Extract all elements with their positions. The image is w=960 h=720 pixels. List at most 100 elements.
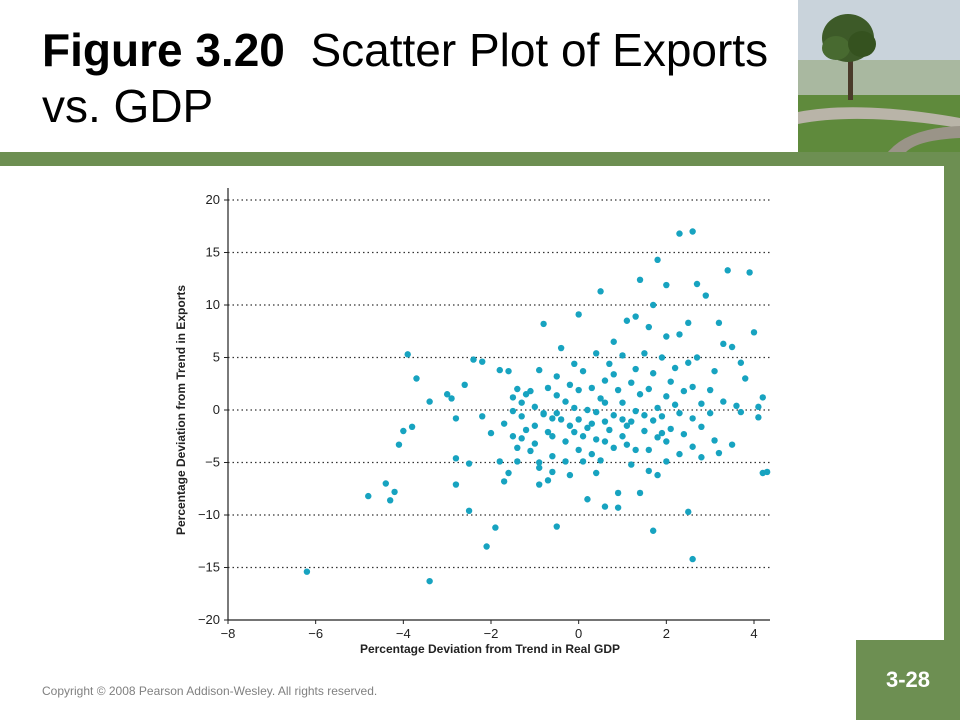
scatter-point xyxy=(487,429,495,437)
scatter-point xyxy=(479,413,486,420)
scatter-point xyxy=(693,280,701,288)
slide-number: 3-28 xyxy=(885,667,931,692)
scatter-point xyxy=(676,450,683,458)
scatter-point xyxy=(496,458,503,465)
scatter-point xyxy=(601,377,609,384)
scatter-point xyxy=(619,399,626,406)
scatter-point xyxy=(720,340,727,348)
scatter-point xyxy=(676,409,683,417)
scatter-point xyxy=(610,444,617,451)
scatter-point xyxy=(448,395,455,402)
scatter-point xyxy=(500,420,508,427)
scatter-point xyxy=(597,288,604,295)
scatter-point xyxy=(518,435,525,442)
scatter-point xyxy=(593,408,600,416)
scatter-point xyxy=(553,373,560,380)
scatter-point xyxy=(518,413,525,420)
scatter-point xyxy=(623,441,631,448)
scatter-point xyxy=(531,403,539,411)
scatter-point xyxy=(654,471,661,479)
scatter-point xyxy=(483,543,490,550)
scatter-point xyxy=(658,413,666,420)
scatter-point xyxy=(470,356,477,363)
scatter-point xyxy=(755,403,762,411)
slide-number-badge: 3-28 xyxy=(856,640,960,720)
scatter-point xyxy=(571,360,578,367)
scatter-point xyxy=(601,418,609,425)
scatter-point xyxy=(579,433,587,440)
scatter-point xyxy=(593,469,600,477)
scatter-point xyxy=(584,406,591,414)
scatter-point xyxy=(536,464,543,471)
scatter-point xyxy=(452,481,460,488)
scatter-point xyxy=(531,440,539,447)
scatter-point xyxy=(706,386,714,394)
x-tick-label: 0 xyxy=(575,626,582,641)
scatter-point xyxy=(636,489,644,497)
x-axis-label: Percentage Deviation from Trend in Real … xyxy=(360,642,620,656)
scatter-point xyxy=(711,367,718,375)
scatter-point xyxy=(492,524,499,531)
scatter-point xyxy=(649,301,657,309)
y-tick-label: 20 xyxy=(206,192,220,207)
scatter-point xyxy=(575,386,582,394)
scatter-point xyxy=(750,329,758,336)
scatter-point xyxy=(680,430,688,438)
y-tick-label: −15 xyxy=(198,560,220,575)
scatter-point xyxy=(426,398,433,405)
scatter-point xyxy=(597,395,604,402)
y-tick-label: 15 xyxy=(206,245,220,260)
scatter-point xyxy=(540,409,547,417)
scatter-point xyxy=(702,292,709,299)
scatter-point xyxy=(386,497,394,504)
scatter-point xyxy=(395,441,403,448)
scatter-point xyxy=(715,319,723,327)
scatter-point xyxy=(549,453,556,460)
scatter-point xyxy=(671,401,679,408)
scatter-point xyxy=(663,281,670,289)
scatter-point xyxy=(663,333,670,340)
scatter-point xyxy=(553,392,560,399)
data-points xyxy=(303,228,771,585)
scatter-point xyxy=(505,367,512,375)
x-tick-label: −2 xyxy=(484,626,499,641)
scatter-point xyxy=(689,383,696,391)
scatter-point xyxy=(676,331,683,338)
scatter-point xyxy=(632,446,639,454)
scatter-point xyxy=(404,351,411,358)
scatter-point xyxy=(509,433,517,440)
scatter-point xyxy=(663,438,670,445)
y-axis-label: Percentage Deviation from Trend in Expor… xyxy=(174,285,188,535)
scatter-point xyxy=(514,458,521,465)
scatter-point xyxy=(500,478,508,485)
scatter-point xyxy=(733,402,740,409)
y-tick-label: 10 xyxy=(206,297,220,312)
scatter-point xyxy=(544,477,552,484)
scatter-point xyxy=(579,458,587,465)
scatter-point xyxy=(575,311,582,318)
scatter-point xyxy=(711,437,718,444)
scatter-point xyxy=(680,387,688,395)
scatter-point xyxy=(536,366,543,374)
scatter-point xyxy=(575,416,582,423)
x-tick-label: −8 xyxy=(221,626,236,641)
scatter-point xyxy=(667,425,674,433)
scatter-point xyxy=(593,350,600,357)
scatter-point xyxy=(676,230,683,237)
scatter-point xyxy=(663,393,670,400)
scatter-point xyxy=(562,398,569,405)
scatter-point xyxy=(641,350,648,357)
scatter-point xyxy=(689,228,696,235)
scatter-point xyxy=(654,256,661,264)
scatter-point xyxy=(593,436,600,443)
scatter-point xyxy=(614,489,622,497)
scatter-point xyxy=(553,523,560,530)
scatter-point xyxy=(763,468,771,476)
scatter-point xyxy=(588,384,596,392)
scatter-point xyxy=(540,320,547,328)
scatter-point xyxy=(724,267,731,274)
scatter-point xyxy=(465,507,473,514)
scatter-point xyxy=(562,438,569,445)
scatter-point xyxy=(452,455,460,462)
